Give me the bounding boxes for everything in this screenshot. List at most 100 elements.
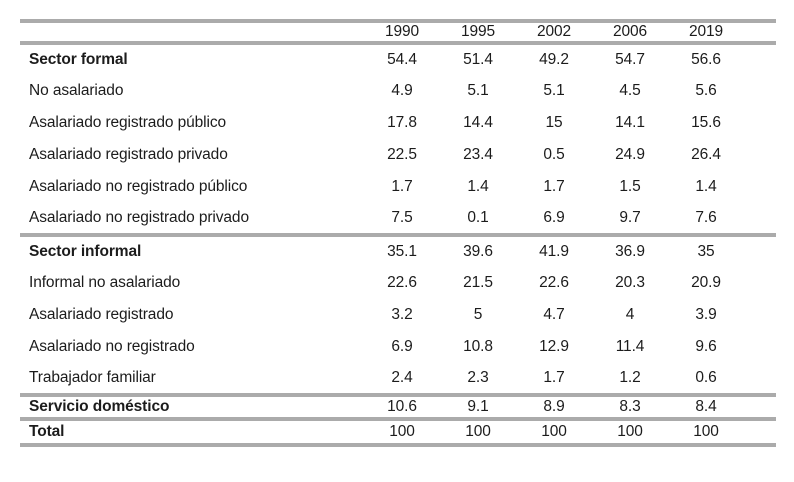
spacer-cell <box>744 43 776 75</box>
cell-value: 24.9 <box>615 146 645 163</box>
table-row-asalariado-no-registrado-publico: Asalariado no registrado público 1.7 1.4… <box>20 171 776 203</box>
cell-value: 100 <box>389 423 415 440</box>
cell-value: 15.6 <box>691 114 721 131</box>
cell-value: 21.5 <box>463 274 493 291</box>
table-row-asalariado-registrado: Asalariado registrado 3.2 5 4.7 4 3.9 <box>20 299 776 331</box>
cell-value: 14.1 <box>615 114 645 131</box>
cell-value: 7.6 <box>695 209 717 226</box>
cell-value: 100 <box>693 423 719 440</box>
cell-value: 12.9 <box>539 338 569 355</box>
row-label: Asalariado no registrado <box>29 338 195 355</box>
cell-value: 6.9 <box>391 338 413 355</box>
cell-value: 36.9 <box>615 243 645 260</box>
table-header-row: 1990 1995 2002 2006 2019 <box>20 21 776 43</box>
cell-value: 9.1 <box>467 398 489 415</box>
spacer-cell <box>744 139 776 171</box>
cell-value: 5.6 <box>695 82 717 99</box>
table-row-sector-formal: Sector formal 54.4 51.4 49.2 54.7 56.6 <box>20 43 776 75</box>
year-column-header: 2006 <box>612 23 648 40</box>
cell-value: 2.4 <box>391 369 413 386</box>
cell-value: 3.9 <box>695 306 717 323</box>
cell-value: 100 <box>465 423 491 440</box>
spacer-cell <box>744 171 776 203</box>
spacer-cell <box>744 21 776 43</box>
cell-value: 35 <box>697 243 715 260</box>
cell-value: 9.6 <box>695 338 717 355</box>
row-label: Asalariado registrado público <box>29 114 226 131</box>
spacer-cell <box>744 203 776 235</box>
cell-value: 23.4 <box>463 146 493 163</box>
cell-value: 39.6 <box>463 243 493 260</box>
table-row-asalariado-no-registrado-privado: Asalariado no registrado privado 7.5 0.1… <box>20 203 776 235</box>
cell-value: 54.4 <box>387 51 417 68</box>
row-label: Asalariado registrado <box>29 306 174 323</box>
corner-cell <box>20 21 364 43</box>
cell-value: 5.1 <box>467 82 489 99</box>
cell-value: 22.5 <box>387 146 417 163</box>
spacer-cell <box>744 299 776 331</box>
row-label: Asalariado no registrado público <box>29 178 248 195</box>
cell-value: 4.7 <box>543 306 565 323</box>
spacer-cell <box>744 331 776 363</box>
table-row-trabajador-familiar: Trabajador familiar 2.4 2.3 1.7 1.2 0.6 <box>20 363 776 395</box>
cell-value: 20.9 <box>691 274 721 291</box>
cell-value: 0.5 <box>543 146 565 163</box>
cell-value: 20.3 <box>615 274 645 291</box>
year-column-header: 1990 <box>384 23 420 40</box>
cell-value: 15 <box>545 114 563 131</box>
spacer-cell <box>744 395 776 419</box>
table-row-servicio-domestico: Servicio doméstico 10.6 9.1 8.9 8.3 8.4 <box>20 395 776 419</box>
table-row-informal-no-asalariado: Informal no asalariado 22.6 21.5 22.6 20… <box>20 267 776 299</box>
row-label: Sector informal <box>29 243 142 260</box>
cell-value: 17.8 <box>387 114 417 131</box>
cell-value: 41.9 <box>539 243 569 260</box>
spacer-cell <box>744 75 776 107</box>
spacer-cell <box>744 107 776 139</box>
table-row-sector-informal: Sector informal 35.1 39.6 41.9 36.9 35 <box>20 235 776 267</box>
cell-value: 100 <box>617 423 643 440</box>
cell-value: 6.9 <box>543 209 565 226</box>
table-row-total: Total 100 100 100 100 100 <box>20 419 776 445</box>
spacer-cell <box>744 363 776 395</box>
cell-value: 10.8 <box>463 338 493 355</box>
cell-value: 35.1 <box>387 243 417 260</box>
cell-value: 0.6 <box>695 369 717 386</box>
cell-value: 1.5 <box>619 178 641 195</box>
cell-value: 1.7 <box>391 178 413 195</box>
row-label: Asalariado no registrado privado <box>29 209 249 226</box>
cell-value: 54.7 <box>615 51 645 68</box>
cell-value: 1.7 <box>543 178 565 195</box>
cell-value: 9.7 <box>619 209 641 226</box>
row-label: Total <box>29 423 65 440</box>
table-row-asalariado-registrado-privado: Asalariado registrado privado 22.5 23.4 … <box>20 139 776 171</box>
cell-value: 0.1 <box>467 209 489 226</box>
cell-value: 4 <box>625 306 635 323</box>
cell-value: 10.6 <box>387 398 417 415</box>
cell-value: 5.1 <box>543 82 565 99</box>
row-label: Informal no asalariado <box>29 274 181 291</box>
cell-value: 100 <box>541 423 567 440</box>
row-label: Servicio doméstico <box>29 398 170 415</box>
cell-value: 11.4 <box>615 338 645 355</box>
cell-value: 56.6 <box>691 51 721 68</box>
cell-value: 2.3 <box>467 369 489 386</box>
cell-value: 8.3 <box>619 398 641 415</box>
row-label: No asalariado <box>29 82 124 99</box>
table-row-asalariado-registrado-publico: Asalariado registrado público 17.8 14.4 … <box>20 107 776 139</box>
row-label: Asalariado registrado privado <box>29 146 228 163</box>
cell-value: 26.4 <box>691 146 721 163</box>
employment-table-container: 1990 1995 2002 2006 2019 Sector formal 5… <box>20 19 776 447</box>
spacer-cell <box>744 235 776 267</box>
cell-value: 4.9 <box>391 82 413 99</box>
table-row-asalariado-no-registrado: Asalariado no registrado 6.9 10.8 12.9 1… <box>20 331 776 363</box>
cell-value: 22.6 <box>387 274 417 291</box>
cell-value: 7.5 <box>391 209 413 226</box>
cell-value: 5 <box>473 306 483 323</box>
year-column-header: 1995 <box>460 23 496 40</box>
cell-value: 51.4 <box>463 51 493 68</box>
cell-value: 8.4 <box>695 398 717 415</box>
cell-value: 49.2 <box>539 51 569 68</box>
cell-value: 3.2 <box>391 306 413 323</box>
cell-value: 1.7 <box>543 369 565 386</box>
employment-by-sector-table: 1990 1995 2002 2006 2019 Sector formal 5… <box>20 19 776 447</box>
